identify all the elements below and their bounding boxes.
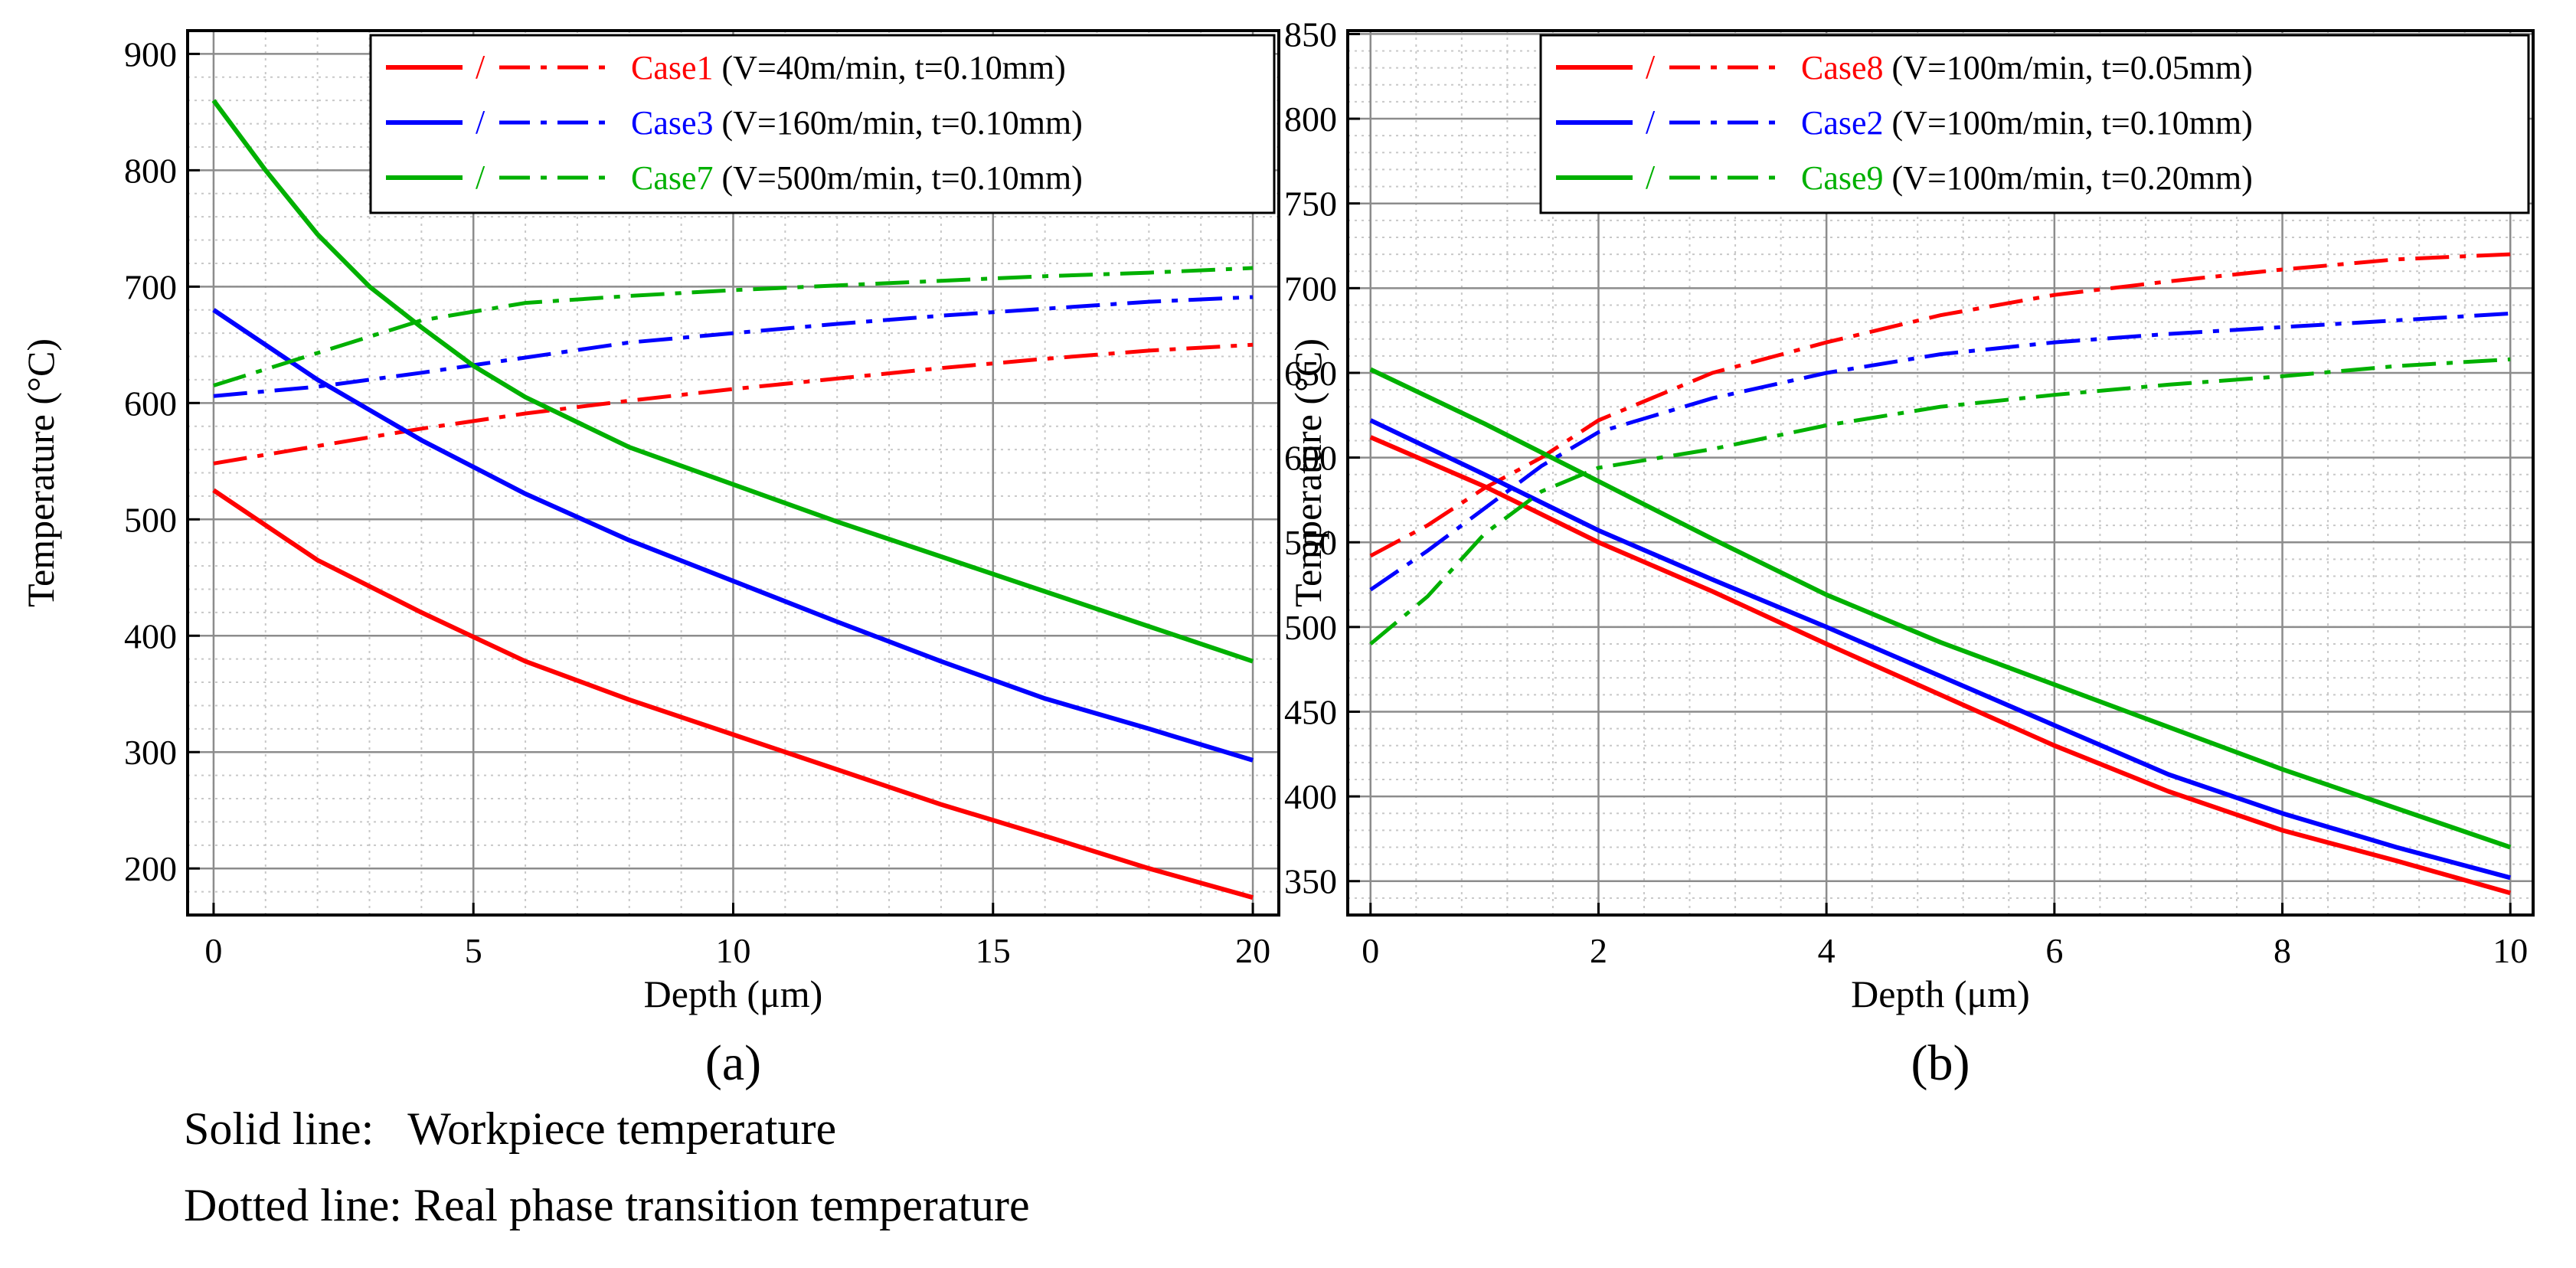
x-tick-label: 4 <box>1818 931 1836 970</box>
series-line-case3-dashdot <box>213 295 1254 398</box>
series-line-case1-solid <box>212 488 1254 900</box>
legend-label: Case9 (V=100m/min, t=0.20mm) <box>1801 159 2253 197</box>
y-tick-label: 800 <box>1284 100 1337 139</box>
y-tick-label: 400 <box>1284 777 1337 816</box>
y-tick-label: 600 <box>124 384 177 423</box>
panel-label: (a) <box>705 1035 761 1091</box>
legend: / Case8 (V=100m/min, t=0.05mm) / Case2 (V=1… <box>1539 34 2530 214</box>
series-line-case1-dashdot <box>213 342 1254 466</box>
y-tick-label: 400 <box>124 616 177 655</box>
legend-label: Case1 (V=40m/min, t=0.10mm) <box>631 49 1066 87</box>
x-tick-label: 10 <box>2493 931 2528 970</box>
x-tick-label: 15 <box>976 931 1011 970</box>
legend-separator: / <box>476 48 485 86</box>
x-tick-label: 6 <box>2045 931 2063 970</box>
y-tick-label: 800 <box>124 151 177 190</box>
x-axis-label: Depth (μm) <box>644 972 823 1015</box>
y-tick-label: 700 <box>1284 269 1337 308</box>
legend-label: Case3 (V=160m/min, t=0.10mm) <box>631 104 1083 142</box>
y-tick-label: 650 <box>1284 354 1337 393</box>
x-tick-label: 5 <box>465 931 482 970</box>
legend-case-name: Case1 <box>631 49 714 87</box>
legend-item-case1: / Case1 (V=40m/min, t=0.10mm) <box>386 48 1066 87</box>
legend-case-params: (V=40m/min, t=0.10mm) <box>714 49 1066 87</box>
y-tick-label: 550 <box>1284 523 1337 562</box>
legend-case-params: (V=160m/min, t=0.10mm) <box>714 104 1083 142</box>
x-tick-label: 2 <box>1590 931 1607 970</box>
legend-case-params: (V=500m/min, t=0.10mm) <box>714 159 1083 197</box>
y-tick-label: 900 <box>124 34 177 74</box>
solid-line-note: Solid line: Workpiece temperature <box>184 1103 837 1154</box>
series-line-case8-solid <box>1369 435 2512 896</box>
y-tick-label: 450 <box>1284 692 1337 731</box>
y-tick-label: 500 <box>1284 608 1337 647</box>
legend-case-name: Case2 <box>1801 104 1884 142</box>
y-tick-label: 200 <box>124 849 177 888</box>
legend-separator: / <box>1646 158 1656 196</box>
series-line-case3-solid <box>212 308 1254 763</box>
x-tick-label: 0 <box>204 931 222 970</box>
series-line-case7-solid <box>211 99 1254 664</box>
legend-case-name: Case9 <box>1801 159 1884 197</box>
y-tick-label: 750 <box>1284 185 1337 224</box>
legend-item-case3: / Case3 (V=160m/min, t=0.10mm) <box>386 103 1083 142</box>
legend: / Case1 (V=40m/min, t=0.10mm) / Case3 (V=16… <box>369 34 1276 214</box>
legend-item-case7: / Case7 (V=500m/min, t=0.10mm) <box>386 158 1083 197</box>
legend-case-params: (V=100m/min, t=0.05mm) <box>1884 49 2253 87</box>
y-tick-label: 500 <box>124 500 177 539</box>
series-line-case9-dashdot <box>1369 357 2511 645</box>
chart-panel-b: 0 2 4 6 8 10 350 400 450 500 550 600 650 700 750 800 850… <box>1284 15 2535 1091</box>
x-tick-label: 20 <box>1235 931 1270 970</box>
series-line-case8-dashdot <box>1369 252 2511 558</box>
chart-panel-a: 0 5 10 15 20 200 300 400 500 600 700 800 900 / Case1 (… <box>19 29 1280 1091</box>
legend-label: Case8 (V=100m/min, t=0.05mm) <box>1801 49 2253 87</box>
legend-separator: / <box>1646 48 1656 86</box>
series-line-case7-dashdot <box>213 266 1254 387</box>
legend-separator: / <box>476 103 485 141</box>
x-tick-label: 0 <box>1362 931 1379 970</box>
legend-label: Case2 (V=100m/min, t=0.10mm) <box>1801 104 2253 142</box>
legend-separator: / <box>476 158 485 196</box>
legend-item-case9: / Case9 (V=100m/min, t=0.20mm) <box>1556 158 2253 197</box>
series-line-case9-solid <box>1369 367 2512 850</box>
x-tick-label: 10 <box>716 931 751 970</box>
series-line-case2-dashdot <box>1369 312 2511 592</box>
legend-label: Case7 (V=500m/min, t=0.10mm) <box>631 159 1083 197</box>
panel-label: (b) <box>1911 1035 1970 1091</box>
legend-case-name: Case3 <box>631 104 714 142</box>
legend-item-case8: / Case8 (V=100m/min, t=0.05mm) <box>1556 48 2253 87</box>
x-axis-label: Depth (μm) <box>1851 972 2030 1015</box>
y-axis-label: Temperature (°C) <box>19 338 62 607</box>
legend-case-params: (V=100m/min, t=0.10mm) <box>1884 104 2253 142</box>
legend-item-case2: / Case2 (V=100m/min, t=0.10mm) <box>1556 103 2253 142</box>
y-tick-label: 300 <box>124 733 177 772</box>
dotted-line-note: Dotted line: Real phase transition tempe… <box>184 1180 1030 1230</box>
y-tick-label: 700 <box>124 267 177 306</box>
series-line-case2-solid <box>1369 418 2511 881</box>
legend-case-name: Case7 <box>631 159 714 197</box>
legend-box <box>1539 34 2530 214</box>
plot-frame <box>1346 29 2535 917</box>
y-tick-label: 600 <box>1284 439 1337 478</box>
legend-case-name: Case8 <box>1801 49 1884 87</box>
legend-case-params: (V=100m/min, t=0.20mm) <box>1884 159 2253 197</box>
x-tick-label: 8 <box>2274 931 2291 970</box>
legend-separator: / <box>1646 103 1656 141</box>
y-tick-label: 850 <box>1284 15 1337 54</box>
y-tick-label: 350 <box>1284 862 1337 901</box>
y-axis-label: Temperature (°C) <box>1286 338 1329 607</box>
